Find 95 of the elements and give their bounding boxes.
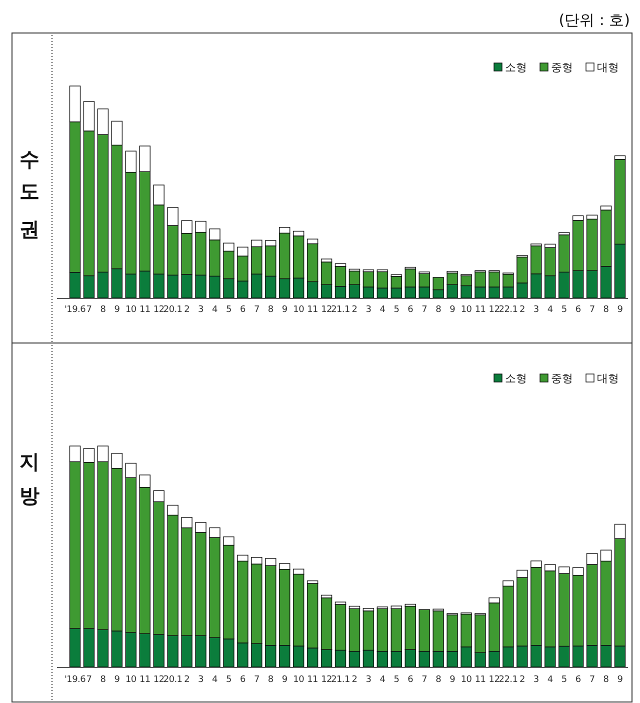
x-tick-label: 8: [436, 675, 442, 685]
x-tick-label: 3: [198, 305, 204, 315]
x-tick-label: 3: [366, 675, 372, 685]
legend-item: 중형: [540, 372, 573, 385]
x-tick-label: 10: [293, 675, 305, 685]
x-tick-label: 12: [488, 675, 500, 685]
x-tick-label: 3: [533, 305, 539, 315]
x-tick-label: 3: [366, 305, 372, 315]
x-tick-label: 4: [212, 675, 218, 685]
x-tick-label: 6: [408, 305, 414, 315]
x-tick-label: 10: [125, 675, 137, 685]
x-tick-label: 7: [589, 675, 595, 685]
x-tick-label: 5: [226, 675, 232, 685]
x-tick-label: '19.6: [64, 675, 86, 685]
x-tick-label: 6: [575, 305, 582, 315]
x-tick-label: 9: [114, 305, 120, 315]
x-tick-label: 6: [408, 675, 414, 685]
x-tick-label: 10: [293, 305, 305, 315]
x-tick-label: 2: [519, 305, 525, 315]
text: 지방: [18, 438, 42, 506]
legend-label: 소형: [505, 372, 527, 385]
x-tick-label: 8: [436, 305, 442, 315]
x-tick-label: 8: [268, 675, 274, 685]
x-tick-label: 5: [226, 305, 232, 315]
legend-item: 대형: [586, 372, 619, 385]
x-tick-label: 7: [422, 675, 428, 685]
x-tick-label: 11: [139, 305, 150, 315]
x-tick-label: 2: [519, 675, 525, 685]
x-tick-label: 7: [254, 675, 260, 685]
x-tick-label: 4: [212, 305, 218, 315]
x-tick-label: 12: [488, 305, 500, 315]
legend-item: 소형: [494, 372, 527, 385]
x-tick-label: 7: [86, 675, 92, 685]
x-tick-label: 11: [474, 305, 486, 315]
legend-item: 대형: [586, 61, 619, 74]
x-tick-label: 11: [307, 675, 318, 685]
x-tick-label: 2: [352, 305, 358, 315]
x-tick-label: 6: [575, 675, 582, 685]
x-tick-label: 12: [153, 305, 164, 315]
x-tick-label: 8: [603, 305, 610, 315]
x-tick-label: 6: [240, 305, 246, 315]
x-tick-label: 9: [617, 305, 624, 315]
x-tick-label: 9: [282, 305, 288, 315]
x-tick-label: 11: [139, 675, 150, 685]
x-tick-label: 4: [547, 675, 554, 685]
x-tick-label: 21.1: [331, 305, 350, 315]
x-tick-label: 2: [352, 675, 358, 685]
x-tick-label: 11: [307, 305, 318, 315]
x-tick-label: 4: [380, 675, 386, 685]
x-tick-label: 2: [184, 675, 190, 685]
x-tick-label: 4: [547, 305, 554, 315]
x-tick-label: 21.1: [331, 675, 350, 685]
x-tick-label: 22.1: [498, 305, 518, 315]
x-tick-label: 9: [450, 675, 456, 685]
x-tick-label: 6: [240, 675, 246, 685]
x-tick-label: 7: [422, 305, 428, 315]
legend-label: 대형: [597, 61, 619, 74]
x-tick-label: 7: [589, 305, 595, 315]
legend-label: 중형: [551, 61, 573, 74]
x-tick-label: 20.1: [163, 675, 182, 685]
x-tick-label: '19.6: [64, 305, 86, 315]
x-tick-label: 2: [184, 305, 190, 315]
legend-label: 대형: [597, 372, 619, 385]
x-tick-label: 5: [394, 305, 400, 315]
x-tick-label: 7: [254, 305, 260, 315]
legend-label: 중형: [551, 372, 573, 385]
legend-label: 소형: [505, 61, 527, 74]
x-tick-label: 10: [460, 675, 472, 685]
x-tick-label: 5: [561, 305, 567, 315]
x-tick-label: 12: [153, 675, 164, 685]
x-tick-label: 11: [474, 675, 486, 685]
x-tick-label: 9: [282, 675, 288, 685]
x-tick-label: 8: [268, 305, 274, 315]
x-tick-label: 10: [460, 305, 472, 315]
x-tick-label: 5: [394, 675, 400, 685]
x-tick-label: 8: [100, 305, 106, 315]
text: 수도권: [18, 137, 42, 239]
x-tick-label: 10: [125, 305, 137, 315]
x-tick-label: 9: [450, 305, 456, 315]
x-tick-label: 12: [321, 675, 332, 685]
x-tick-label: 9: [114, 675, 120, 685]
x-tick-label: 5: [561, 675, 567, 685]
x-tick-label: 3: [533, 675, 539, 685]
x-tick-label: 8: [100, 675, 106, 685]
x-tick-label: 12: [321, 305, 332, 315]
x-tick-label: 4: [380, 305, 386, 315]
text: (단위 : 호): [558, 11, 630, 29]
legend-item: 중형: [540, 61, 573, 74]
x-tick-label: 9: [617, 675, 624, 685]
legend-item: 소형: [494, 61, 527, 74]
x-tick-label: 22.1: [498, 675, 518, 685]
x-tick-label: 7: [86, 305, 92, 315]
x-tick-label: 8: [603, 675, 610, 685]
x-tick-label: 20.1: [163, 305, 182, 315]
x-tick-label: 3: [198, 675, 204, 685]
